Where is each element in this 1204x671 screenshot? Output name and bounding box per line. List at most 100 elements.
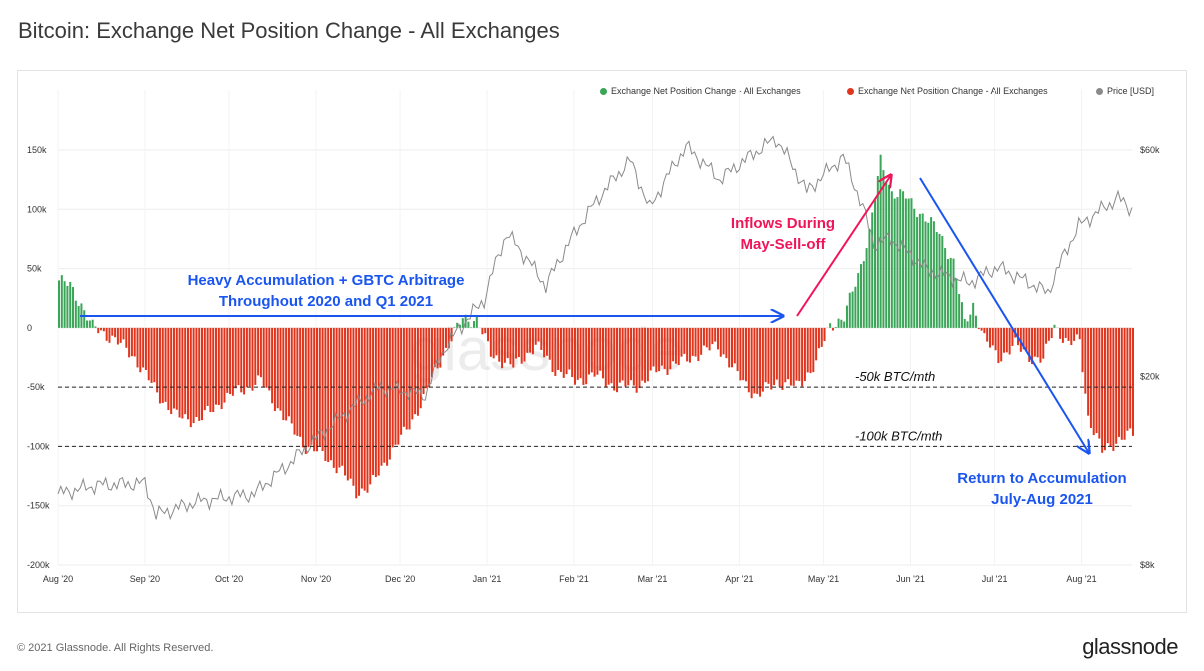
bar: [259, 327, 262, 378]
bar: [988, 327, 991, 348]
bar: [189, 327, 192, 428]
bar: [1022, 327, 1025, 350]
bar: [293, 327, 296, 435]
bar: [865, 248, 868, 328]
bar: [201, 327, 204, 421]
bar: [167, 327, 170, 411]
bar: [473, 321, 476, 328]
bar: [217, 327, 220, 405]
bar: [433, 327, 436, 368]
bar: [801, 327, 804, 387]
bar: [736, 327, 739, 372]
bar: [1039, 327, 1042, 363]
bar: [1036, 327, 1039, 358]
annotation-return-line2: July-Aug 2021: [991, 491, 1093, 508]
bar: [888, 184, 891, 328]
bar: [198, 327, 201, 421]
x-tick-label: Aug '20: [43, 574, 73, 584]
bar: [624, 327, 627, 387]
bar: [784, 327, 787, 383]
bar: [1103, 327, 1106, 451]
bar: [203, 327, 206, 411]
bar: [882, 170, 885, 328]
bar: [823, 327, 826, 341]
bar: [501, 327, 504, 369]
bar: [1000, 327, 1003, 362]
bar: [781, 327, 784, 390]
bar: [756, 327, 759, 394]
bar: [282, 327, 285, 421]
bar: [1101, 327, 1104, 453]
bar: [641, 327, 644, 381]
bar: [1059, 327, 1062, 339]
reference-line-label: -50k BTC/mth: [855, 369, 935, 384]
bar: [750, 327, 753, 399]
bar: [346, 327, 349, 481]
bar: [240, 327, 243, 393]
bar: [874, 198, 877, 328]
bar: [1028, 327, 1031, 362]
bar: [489, 327, 492, 357]
y-tick-label: -100k: [27, 441, 50, 451]
bar: [1067, 327, 1070, 341]
bar: [161, 327, 164, 403]
bar: [921, 213, 924, 328]
bar: [125, 327, 128, 348]
bar: [691, 327, 694, 356]
bar: [952, 258, 955, 328]
bar: [83, 310, 86, 328]
bar: [136, 327, 139, 368]
bar: [1098, 327, 1101, 439]
bar: [402, 327, 405, 427]
bar: [941, 236, 944, 328]
legend-item-inflow[interactable]: Exchange Net Position Change - All Excha…: [600, 86, 801, 96]
reference-line-label: -100k BTC/mth: [855, 428, 942, 443]
bar: [688, 327, 691, 363]
legend-label: Price [USD]: [1107, 86, 1155, 96]
bar: [119, 327, 122, 343]
bar: [663, 327, 666, 369]
legend-item-outflow[interactable]: Exchange Net Position Change - All Excha…: [847, 86, 1048, 96]
bar: [694, 327, 697, 357]
bar: [279, 327, 282, 411]
bar: [234, 327, 237, 389]
bar: [946, 258, 949, 328]
bar: [251, 327, 254, 391]
bar: [531, 327, 534, 355]
bar: [918, 213, 921, 328]
bar: [809, 327, 812, 374]
bar: [122, 327, 125, 340]
bar: [515, 327, 518, 359]
bar: [778, 327, 781, 387]
bar: [974, 315, 977, 328]
bar: [1005, 327, 1008, 353]
bar: [313, 327, 316, 452]
bar: [1132, 327, 1134, 436]
bar: [792, 327, 795, 386]
bar: [613, 327, 616, 391]
bar: [133, 327, 136, 357]
bar: [829, 323, 832, 328]
bar: [248, 327, 251, 387]
annotation-return-line1: Return to Accumulation: [957, 470, 1126, 487]
bar: [321, 327, 324, 452]
bar: [955, 278, 958, 328]
bar: [273, 327, 276, 412]
bar: [481, 327, 484, 335]
bar: [680, 327, 683, 357]
bar: [153, 327, 156, 383]
bar: [358, 327, 361, 496]
legend-label: Exchange Net Position Change - All Excha…: [611, 86, 801, 96]
bar: [565, 327, 568, 375]
bar: [1117, 327, 1120, 437]
bar: [534, 327, 537, 345]
bar: [579, 327, 582, 379]
bar: [1025, 327, 1028, 352]
y-tick-label: 150k: [27, 145, 47, 155]
bar: [986, 327, 989, 342]
bar: [902, 191, 905, 328]
legend-item-price[interactable]: Price [USD]: [1096, 86, 1154, 96]
annotation-inflows-line1: Inflows During: [731, 215, 835, 232]
bar: [290, 327, 293, 424]
